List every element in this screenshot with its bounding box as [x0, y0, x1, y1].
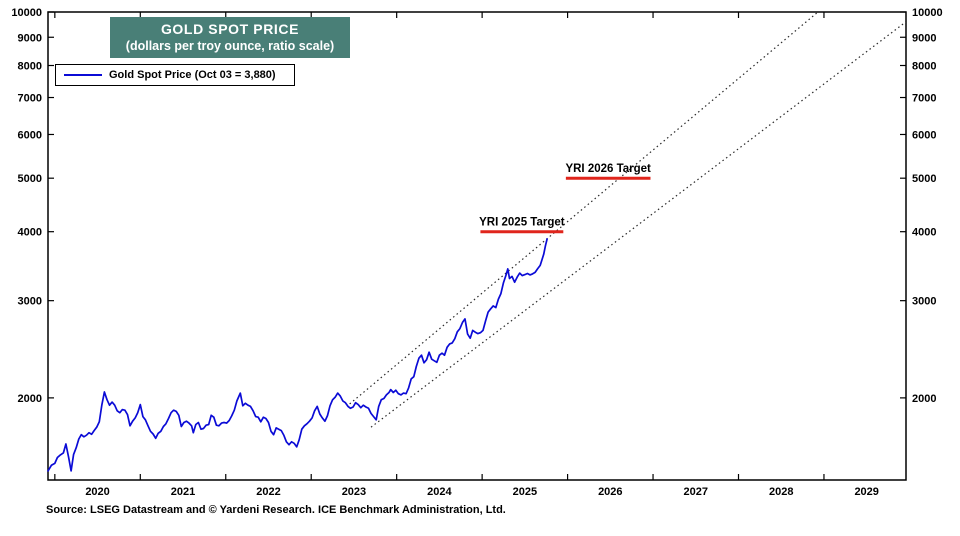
target-label: YRI 2026 Target: [565, 163, 651, 175]
x-axis-label: 2020: [85, 486, 109, 498]
target-label: YRI 2025 Target: [479, 217, 565, 229]
chart-title: GOLD SPOT PRICE: [160, 21, 300, 37]
y-axis-label-right: 6000: [912, 129, 936, 141]
y-axis-label-left: 2000: [18, 393, 42, 405]
series-line-gold-spot-price: [47, 238, 548, 472]
x-axis-label: 2021: [171, 486, 195, 498]
source-note: Source: LSEG Datastream and © Yardeni Re…: [46, 504, 506, 516]
plot-border: [47, 11, 907, 481]
chart-title-box: GOLD SPOT PRICE (dollars per troy ounce,…: [110, 17, 350, 58]
y-axis-label-left: 6000: [18, 129, 42, 141]
y-axis-label-left: 9000: [18, 32, 42, 44]
x-axis-label: 2028: [769, 486, 793, 498]
y-axis-label-right: 3000: [912, 296, 936, 308]
y-axis-label-right: 2000: [912, 393, 936, 405]
y-axis-label-left: 8000: [18, 61, 42, 73]
y-axis-label-right: 9000: [912, 32, 936, 44]
x-axis-label: 2027: [684, 486, 708, 498]
y-axis-label-right: 5000: [912, 173, 936, 185]
legend-line-swatch: [64, 74, 102, 76]
y-axis-label-right: 8000: [912, 61, 936, 73]
y-axis-label-left: 4000: [18, 227, 42, 239]
legend: Gold Spot Price (Oct 03 = 3,880): [55, 64, 295, 86]
lower-channel-line: [370, 21, 906, 428]
y-axis-label-left: 5000: [18, 173, 42, 185]
x-axis-label: 2022: [256, 486, 280, 498]
x-axis-label: 2026: [598, 486, 622, 498]
x-axis-label: 2023: [342, 486, 366, 498]
x-axis-label: 2029: [854, 486, 878, 498]
x-axis-label: 2025: [513, 486, 537, 498]
x-axis-label: 2024: [427, 486, 452, 498]
y-axis-label-left: 10000: [11, 7, 42, 19]
y-axis-label-left: 3000: [18, 296, 42, 308]
chart-subtitle: (dollars per troy ounce, ratio scale): [125, 39, 335, 53]
upper-channel-line: [349, 12, 819, 405]
legend-label: Gold Spot Price (Oct 03 = 3,880): [109, 69, 276, 81]
y-axis-label-right: 7000: [912, 93, 936, 105]
y-axis-label-left: 7000: [18, 93, 42, 105]
y-axis-label-right: 4000: [912, 227, 936, 239]
y-axis-label-right: 10000: [912, 7, 943, 19]
